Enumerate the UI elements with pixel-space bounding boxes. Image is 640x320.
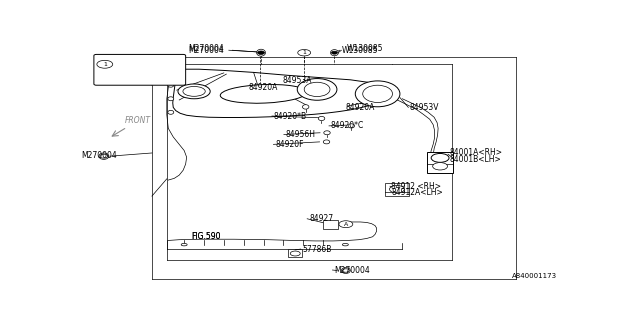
Text: M270004: M270004 bbox=[188, 44, 224, 53]
Ellipse shape bbox=[341, 268, 350, 274]
Ellipse shape bbox=[342, 244, 348, 246]
Circle shape bbox=[100, 154, 108, 158]
Text: FRONT: FRONT bbox=[125, 116, 150, 125]
Ellipse shape bbox=[304, 82, 330, 97]
Circle shape bbox=[339, 221, 353, 228]
Ellipse shape bbox=[318, 116, 324, 121]
Text: W130085: W130085 bbox=[346, 44, 383, 53]
Text: 84920A: 84920A bbox=[249, 83, 278, 92]
Ellipse shape bbox=[168, 83, 173, 87]
Bar bbox=[288, 249, 302, 257]
Text: M270004: M270004 bbox=[188, 46, 224, 55]
Text: W140042( -0604): W140042( -0604) bbox=[116, 60, 180, 66]
Text: A: A bbox=[344, 222, 348, 227]
Circle shape bbox=[298, 50, 310, 56]
Text: W130085: W130085 bbox=[341, 46, 378, 55]
Bar bbox=[385, 182, 409, 196]
Text: 84920*B: 84920*B bbox=[273, 111, 307, 121]
Circle shape bbox=[390, 186, 404, 193]
Text: A840001173: A840001173 bbox=[511, 273, 557, 279]
Bar bbox=[323, 220, 338, 228]
Text: 84920A: 84920A bbox=[346, 103, 375, 112]
Ellipse shape bbox=[168, 71, 173, 75]
Circle shape bbox=[431, 154, 449, 162]
Text: 84920F: 84920F bbox=[276, 140, 305, 149]
Text: FIG.590: FIG.590 bbox=[191, 232, 221, 241]
Ellipse shape bbox=[178, 84, 210, 99]
Text: 84920*C: 84920*C bbox=[330, 121, 364, 130]
Circle shape bbox=[97, 60, 113, 68]
Ellipse shape bbox=[355, 81, 400, 107]
Ellipse shape bbox=[183, 86, 205, 96]
Text: 84001A<RH>: 84001A<RH> bbox=[449, 148, 502, 157]
Ellipse shape bbox=[323, 140, 330, 144]
Text: 84953A: 84953A bbox=[282, 76, 312, 85]
Text: 57786B: 57786B bbox=[302, 244, 332, 253]
Text: 1: 1 bbox=[302, 50, 306, 55]
Circle shape bbox=[433, 163, 447, 170]
Text: M270004: M270004 bbox=[81, 151, 116, 160]
Text: 1: 1 bbox=[103, 62, 107, 67]
Text: M270004: M270004 bbox=[334, 266, 370, 275]
Ellipse shape bbox=[303, 105, 309, 109]
Ellipse shape bbox=[99, 153, 109, 159]
Circle shape bbox=[291, 251, 300, 256]
Ellipse shape bbox=[348, 124, 355, 128]
Text: 84912A<LH>: 84912A<LH> bbox=[392, 188, 444, 197]
Bar bbox=[428, 152, 453, 173]
Ellipse shape bbox=[168, 110, 173, 114]
Text: 84953V: 84953V bbox=[410, 103, 439, 112]
Ellipse shape bbox=[257, 49, 266, 56]
Circle shape bbox=[342, 269, 349, 272]
Ellipse shape bbox=[168, 97, 173, 101]
Circle shape bbox=[332, 51, 337, 54]
Text: W130013 (0604- ): W130013 (0604- ) bbox=[116, 70, 182, 76]
Text: 84956H: 84956H bbox=[286, 130, 316, 139]
FancyBboxPatch shape bbox=[94, 54, 186, 85]
Ellipse shape bbox=[181, 244, 187, 246]
Ellipse shape bbox=[297, 79, 337, 100]
Text: FIG.590: FIG.590 bbox=[191, 232, 221, 241]
Text: 84001B<LH>: 84001B<LH> bbox=[449, 155, 501, 164]
Ellipse shape bbox=[324, 131, 330, 135]
Circle shape bbox=[257, 51, 264, 54]
Ellipse shape bbox=[330, 50, 339, 56]
Ellipse shape bbox=[220, 84, 307, 103]
Text: 84912 <RH>: 84912 <RH> bbox=[392, 182, 442, 191]
Text: 84927: 84927 bbox=[309, 214, 333, 223]
Ellipse shape bbox=[363, 85, 392, 102]
